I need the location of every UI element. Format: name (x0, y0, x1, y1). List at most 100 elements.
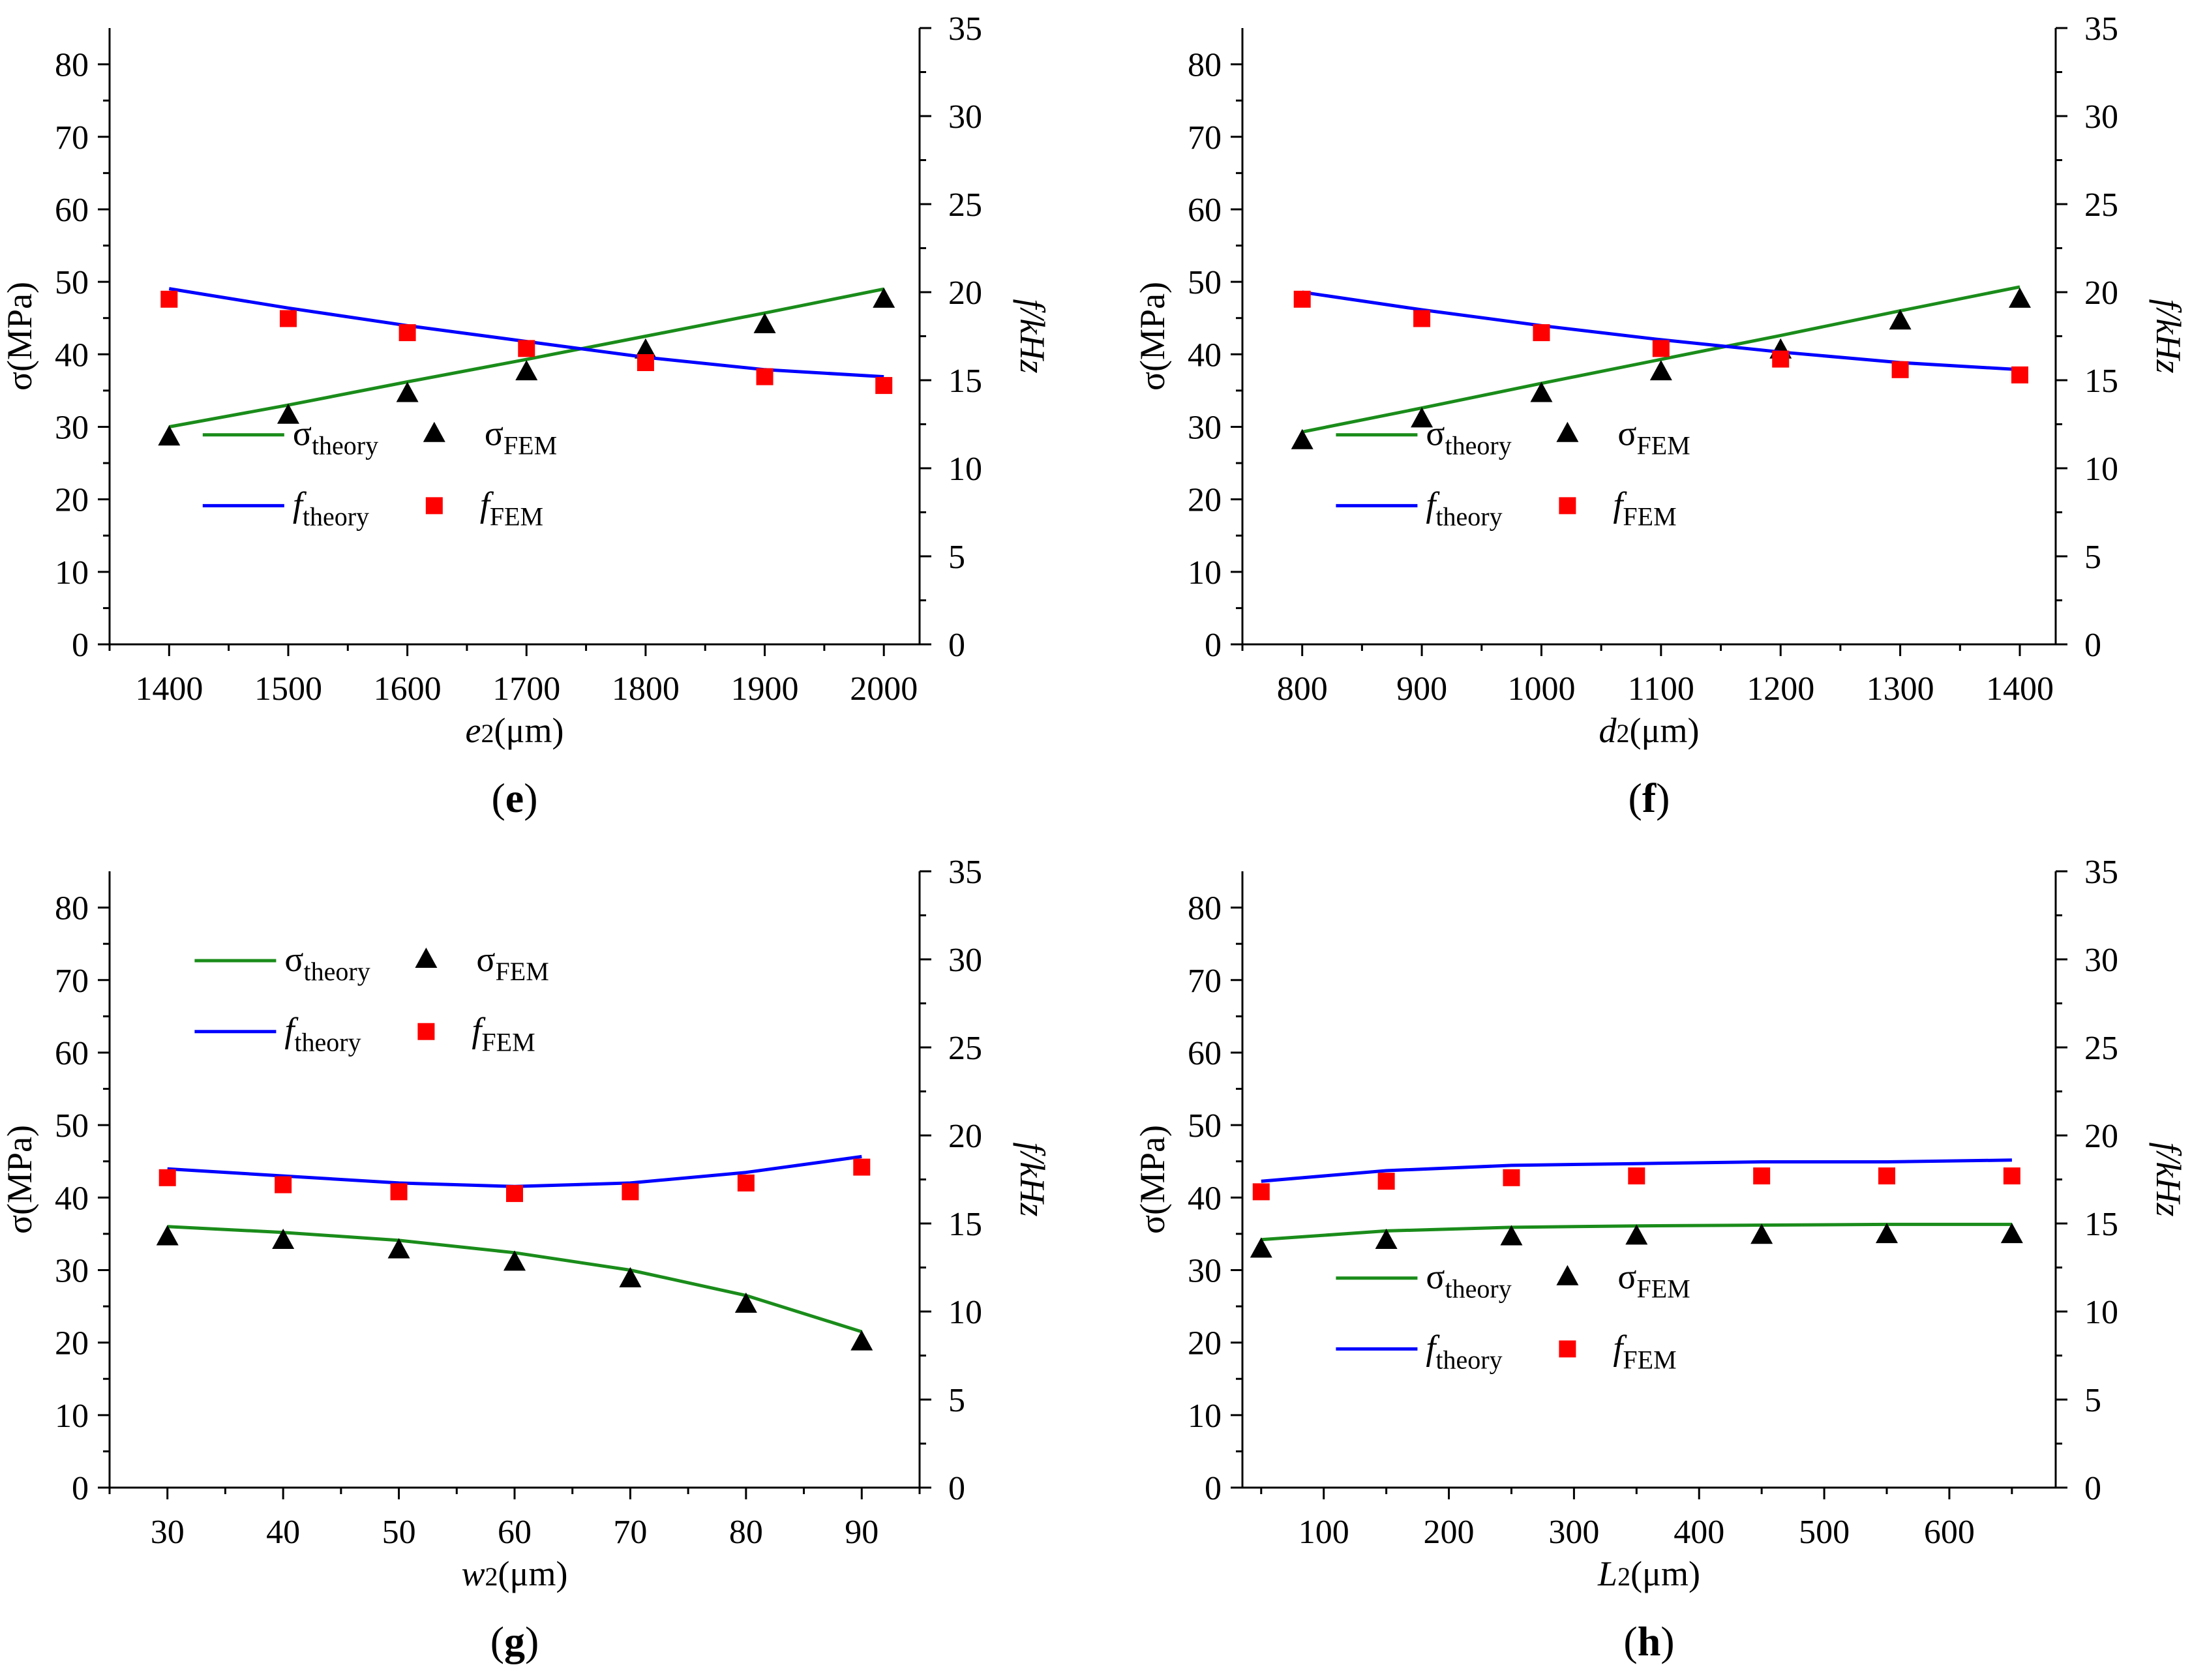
series-ffem-point (518, 340, 535, 357)
legend-theory-subscript: theory (304, 957, 370, 986)
series-ffem-point (279, 310, 297, 327)
right-y-tick-label: 25 (948, 187, 982, 224)
panel-label-close-paren: ) (1660, 1618, 1674, 1664)
series-ffem-point (1878, 1167, 1896, 1185)
legend-fem-subscript: FEM (1637, 1274, 1690, 1304)
x-tick-label: 1900 (731, 670, 799, 708)
x-tick-label: 90 (845, 1514, 878, 1551)
chart-panel-h: 0 10 20 30 40 50 60 70 80 0 5 10 15 20 25 30 35 100 200 300… (1133, 854, 2188, 1664)
x-axis-variable-subscript: 2 (1617, 1562, 1630, 1591)
x-tick-label: 1300 (1867, 670, 1934, 708)
left-y-tick-label: 10 (1188, 554, 1222, 592)
legend-sigma-symbol: σ (293, 414, 312, 453)
x-tick-label: 1600 (374, 670, 442, 708)
series-ffem-point (506, 1185, 523, 1203)
legend-f-fem-label: fFEM (480, 485, 543, 531)
series-ffem-point (1753, 1167, 1771, 1185)
x-tick-label: 200 (1424, 1514, 1475, 1551)
left-y-tick-label: 30 (1188, 1252, 1222, 1289)
right-y-tick-label: 25 (948, 1030, 982, 1067)
x-axis-unit: (μm) (494, 711, 564, 750)
panel-label: (f) (1629, 775, 1670, 821)
legend-fem-subscript: FEM (1623, 1345, 1676, 1374)
x-tick-label: 1700 (492, 670, 560, 708)
left-y-tick-label: 70 (55, 963, 89, 1000)
series-fem-point (2000, 1223, 2023, 1244)
x-tick-label: 80 (729, 1514, 763, 1551)
panel-label-open-paren: ( (491, 775, 505, 821)
legend-fem-subscript: FEM (490, 502, 543, 531)
right-y-axis-title: f/kHz (1013, 299, 1052, 374)
legend-sigma-theory-label: σtheory (1426, 414, 1511, 460)
legend-sigma-fem-label: σFEM (485, 414, 557, 460)
left-y-tick-label: 10 (1188, 1398, 1222, 1435)
series-fem-point (1625, 1224, 1648, 1245)
left-y-tick-label: 30 (55, 1252, 89, 1289)
panel-label-letter: h (1638, 1618, 1661, 1664)
panel-label: (e) (491, 775, 537, 821)
series-fem-point (272, 1229, 295, 1249)
series-ftheory-line (1261, 1158, 2012, 1183)
legend-sigma-symbol: σ (1426, 414, 1445, 453)
legend-f-fem-swatch (425, 497, 443, 515)
right-y-tick-label: 35 (2084, 10, 2118, 48)
left-y-tick-label: 40 (1188, 1180, 1222, 1217)
legend-fem-subscript: FEM (481, 1028, 535, 1057)
series-fem-point (387, 1238, 410, 1259)
series-ffem-point (1252, 1183, 1270, 1201)
left-y-tick-label: 0 (72, 627, 89, 664)
right-y-tick-label: 20 (948, 1118, 982, 1155)
series-ffem-point (737, 1174, 755, 1192)
x-axis-title: d2(μm) (1599, 711, 1700, 750)
legend-sigma-fem-swatch (1556, 1265, 1579, 1285)
right-y-tick-label: 30 (2084, 98, 2118, 136)
series-ffem-point (756, 368, 773, 385)
right-y-tick-label: 0 (948, 1470, 965, 1507)
series-fem-point (619, 1267, 642, 1287)
legend-sigma-symbol: σ (476, 940, 495, 979)
left-y-tick-label: 80 (1188, 890, 1222, 927)
x-tick-label: 2000 (850, 670, 918, 708)
series-ffem-point (160, 290, 178, 308)
series-fem-point (1250, 1237, 1272, 1258)
legend-f-fem-label: fFEM (472, 1011, 535, 1057)
series-fem-point (1375, 1229, 1398, 1249)
right-y-axis-title: f/kHz (1013, 1143, 1052, 1217)
legend-f-fem-swatch (417, 1023, 435, 1040)
left-y-tick-label: 10 (55, 1398, 89, 1435)
left-y-tick-label: 70 (55, 119, 89, 157)
legend-theory-subscript: theory (294, 1028, 361, 1057)
right-y-tick-label: 15 (2084, 363, 2118, 400)
left-y-tick-label: 80 (55, 47, 89, 84)
legend-theory-subscript: theory (1435, 1345, 1502, 1374)
right-y-tick-label: 5 (2084, 539, 2101, 576)
right-y-tick-label: 0 (2084, 627, 2101, 664)
legend-sigma-symbol: σ (1426, 1257, 1445, 1297)
series-ffem-point (1891, 361, 1909, 378)
left-y-tick-label: 0 (1205, 1470, 1222, 1507)
left-y-tick-label: 50 (55, 1107, 89, 1145)
left-y-tick-label: 0 (72, 1470, 89, 1507)
x-tick-label: 900 (1396, 670, 1447, 708)
x-tick-label: 600 (1924, 1514, 1975, 1551)
right-y-tick-label: 25 (2084, 1030, 2118, 1067)
legend-sigma-fem-swatch (415, 948, 438, 968)
panel-label-letter: g (504, 1618, 525, 1664)
series-ffem-point (1652, 340, 1670, 357)
legend-sigma-symbol: σ (485, 414, 503, 453)
right-y-tick-label: 30 (948, 942, 982, 979)
legend-f-theory-label: ftheory (1426, 485, 1502, 531)
x-axis-title: w2(μm) (462, 1554, 568, 1593)
series-fem-point (503, 1250, 526, 1271)
series-ffem-point (1628, 1167, 1645, 1185)
series-ffem-point (637, 354, 654, 371)
panel-label: (g) (490, 1618, 539, 1664)
series-fem-point (753, 312, 776, 333)
right-y-tick-label: 0 (948, 627, 965, 664)
x-axis-variable: e (466, 711, 481, 750)
series-ffem-point (1377, 1173, 1395, 1190)
legend-sigma-fem-label: σFEM (1617, 414, 1690, 460)
left-y-tick-label: 40 (55, 337, 89, 374)
